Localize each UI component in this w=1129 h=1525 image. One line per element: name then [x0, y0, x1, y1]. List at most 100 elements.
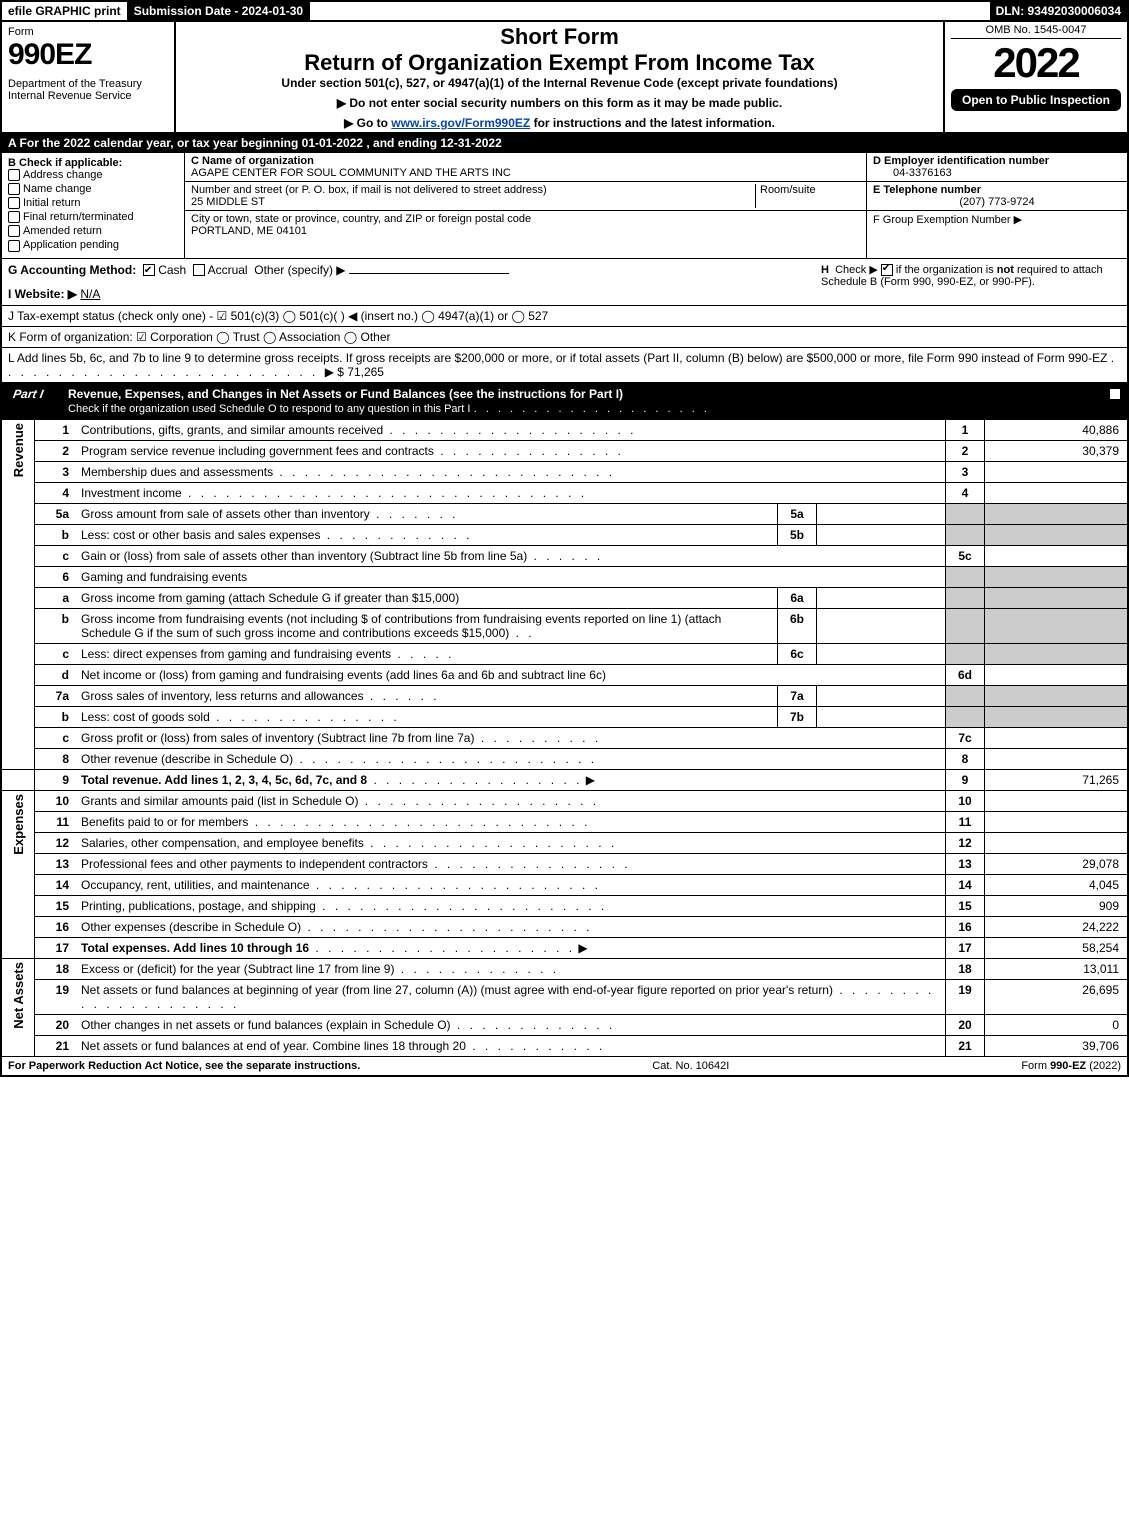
line-6d-text: Net income or (loss) from gaming and fun…	[81, 668, 606, 682]
box-c: C Name of organization AGAPE CENTER FOR …	[185, 153, 867, 258]
tax-year: 2022	[951, 39, 1121, 87]
return-subtitle: Under section 501(c), 527, or 4947(a)(1)…	[182, 76, 937, 90]
line-12-text: Salaries, other compensation, and employ…	[81, 836, 364, 850]
org-street: 25 MIDDLE ST	[191, 196, 265, 208]
cb-sched-b-not-required[interactable]	[881, 264, 893, 276]
cb-amended-return[interactable]	[8, 225, 20, 237]
part1-table: Revenue 1 Contributions, gifts, grants, …	[2, 419, 1127, 1056]
short-form-title: Short Form	[182, 24, 937, 50]
line-10-text: Grants and similar amounts paid (list in…	[81, 794, 358, 808]
form-label: Form	[8, 26, 168, 38]
box-b: B Check if applicable: Address change Na…	[2, 153, 185, 258]
line-5c-text: Gain or (loss) from sale of assets other…	[81, 549, 527, 563]
room-suite-label: Room/suite	[760, 184, 816, 196]
box-c-name-label: C Name of organization	[191, 155, 314, 167]
box-c-city-label: City or town, state or province, country…	[191, 213, 531, 225]
line-18-text: Excess or (deficit) for the year (Subtra…	[81, 962, 394, 976]
row-j: J Tax-exempt status (check only one) - ☑…	[2, 305, 1127, 326]
line-6-text: Gaming and fundraising events	[77, 566, 946, 587]
line-21-text: Net assets or fund balances at end of ye…	[81, 1039, 466, 1053]
website-value: N/A	[80, 287, 100, 301]
line-5b-text: Less: cost or other basis and sales expe…	[81, 528, 320, 542]
row-a-period: A For the 2022 calendar year, or tax yea…	[2, 132, 1127, 152]
dln: DLN: 93492030006034	[990, 2, 1127, 20]
line-1-value: 40,886	[985, 419, 1128, 440]
cb-initial-return[interactable]	[8, 197, 20, 209]
cb-final-return[interactable]	[8, 211, 20, 223]
form-container: efile GRAPHIC print Submission Date - 20…	[0, 0, 1129, 1077]
line-14-text: Occupancy, rent, utilities, and maintena…	[81, 878, 310, 892]
row-k: K Form of organization: ☑ Corporation ◯ …	[2, 326, 1127, 347]
line-17-text: Total expenses. Add lines 10 through 16	[81, 941, 309, 955]
line-3-text: Membership dues and assessments	[81, 465, 273, 479]
line-13-text: Professional fees and other payments to …	[81, 857, 428, 871]
line-19-value: 26,695	[985, 979, 1128, 1014]
section-bcdef: B Check if applicable: Address change Na…	[2, 152, 1127, 258]
expenses-side-label: Expenses	[2, 790, 35, 958]
line-20-value: 0	[985, 1014, 1128, 1035]
ein: 04-3376163	[873, 167, 952, 179]
line-8-text: Other revenue (describe in Schedule O)	[81, 752, 293, 766]
irs-link[interactable]: www.irs.gov/Form990EZ	[391, 116, 530, 130]
department: Department of the Treasury Internal Reve…	[8, 78, 168, 102]
line-19-text: Net assets or fund balances at beginning…	[81, 983, 833, 997]
line-2-value: 30,379	[985, 440, 1128, 461]
line-4-text: Investment income	[81, 486, 182, 500]
line-9-text: Total revenue. Add lines 1, 2, 3, 4, 5c,…	[81, 773, 367, 787]
line-15-value: 909	[985, 895, 1128, 916]
group-exemption-label: F Group Exemption Number ▶	[873, 214, 1022, 226]
line-6c-text: Less: direct expenses from gaming and fu…	[81, 647, 391, 661]
line-7b-text: Less: cost of goods sold	[81, 710, 210, 724]
ein-label: D Employer identification number	[873, 155, 1049, 167]
top-bar: efile GRAPHIC print Submission Date - 20…	[2, 2, 1127, 20]
row-gh: G Accounting Method: Cash Accrual Other …	[2, 258, 1127, 305]
part1-tab: Part I	[0, 383, 55, 419]
line-7a-text: Gross sales of inventory, less returns a…	[81, 689, 364, 703]
line-20-text: Other changes in net assets or fund bala…	[81, 1018, 451, 1032]
cb-name-change[interactable]	[8, 183, 20, 195]
form-header: Form 990EZ Department of the Treasury In…	[2, 20, 1127, 132]
line-18-value: 13,011	[985, 958, 1128, 979]
row-h-label: H	[821, 264, 829, 276]
line-11-text: Benefits paid to or for members	[81, 815, 248, 829]
submission-date: Submission Date - 2024-01-30	[128, 2, 310, 20]
line-6a-text: Gross income from gaming (attach Schedul…	[81, 591, 459, 605]
website-label: I Website: ▶	[8, 287, 77, 301]
cb-cash[interactable]	[143, 264, 155, 276]
line-14-value: 4,045	[985, 874, 1128, 895]
row-h-text: Check ▶ if the organization is not requi…	[821, 264, 1103, 288]
line-2-text: Program service revenue including govern…	[81, 444, 434, 458]
cb-application-pending[interactable]	[8, 240, 20, 252]
other-specify: Other (specify) ▶	[254, 263, 345, 277]
footer-cat: Cat. No. 10642I	[652, 1060, 729, 1072]
cb-schedule-o-used[interactable]	[1109, 388, 1121, 400]
ssn-warning: ▶ Do not enter social security numbers o…	[182, 96, 937, 110]
box-b-title: B Check if applicable:	[8, 157, 178, 169]
part1-header: Part I Revenue, Expenses, and Changes in…	[2, 382, 1127, 419]
footer-left: For Paperwork Reduction Act Notice, see …	[8, 1060, 360, 1072]
line-15-text: Printing, publications, postage, and shi…	[81, 899, 316, 913]
open-inspection: Open to Public Inspection	[951, 89, 1121, 111]
form-number: 990EZ	[8, 38, 168, 72]
efile-print-link[interactable]: efile GRAPHIC print	[2, 2, 128, 20]
line-17-value: 58,254	[985, 937, 1128, 958]
org-city: PORTLAND, ME 04101	[191, 225, 307, 237]
box-def: D Employer identification number 04-3376…	[867, 153, 1127, 258]
revenue-side-label: Revenue	[2, 419, 35, 769]
phone: (207) 773-9724	[873, 196, 1121, 208]
part1-title: Revenue, Expenses, and Changes in Net As…	[62, 383, 1103, 419]
form-footer: For Paperwork Reduction Act Notice, see …	[2, 1056, 1127, 1075]
phone-label: E Telephone number	[873, 184, 981, 196]
cb-accrual[interactable]	[193, 264, 205, 276]
line-21-value: 39,706	[985, 1035, 1128, 1056]
accounting-method-label: G Accounting Method:	[8, 263, 136, 277]
netassets-side-label: Net Assets	[2, 958, 35, 1056]
line-6b-text: Gross income from fundraising events (no…	[81, 612, 721, 640]
cb-address-change[interactable]	[8, 169, 20, 181]
line-16-text: Other expenses (describe in Schedule O)	[81, 920, 301, 934]
gross-receipts: ▶ $ 71,265	[325, 365, 384, 379]
box-c-street-label: Number and street (or P. O. box, if mail…	[191, 184, 547, 196]
omb-number: OMB No. 1545-0047	[951, 24, 1121, 39]
line-13-value: 29,078	[985, 853, 1128, 874]
org-name: AGAPE CENTER FOR SOUL COMMUNITY AND THE …	[191, 167, 511, 179]
